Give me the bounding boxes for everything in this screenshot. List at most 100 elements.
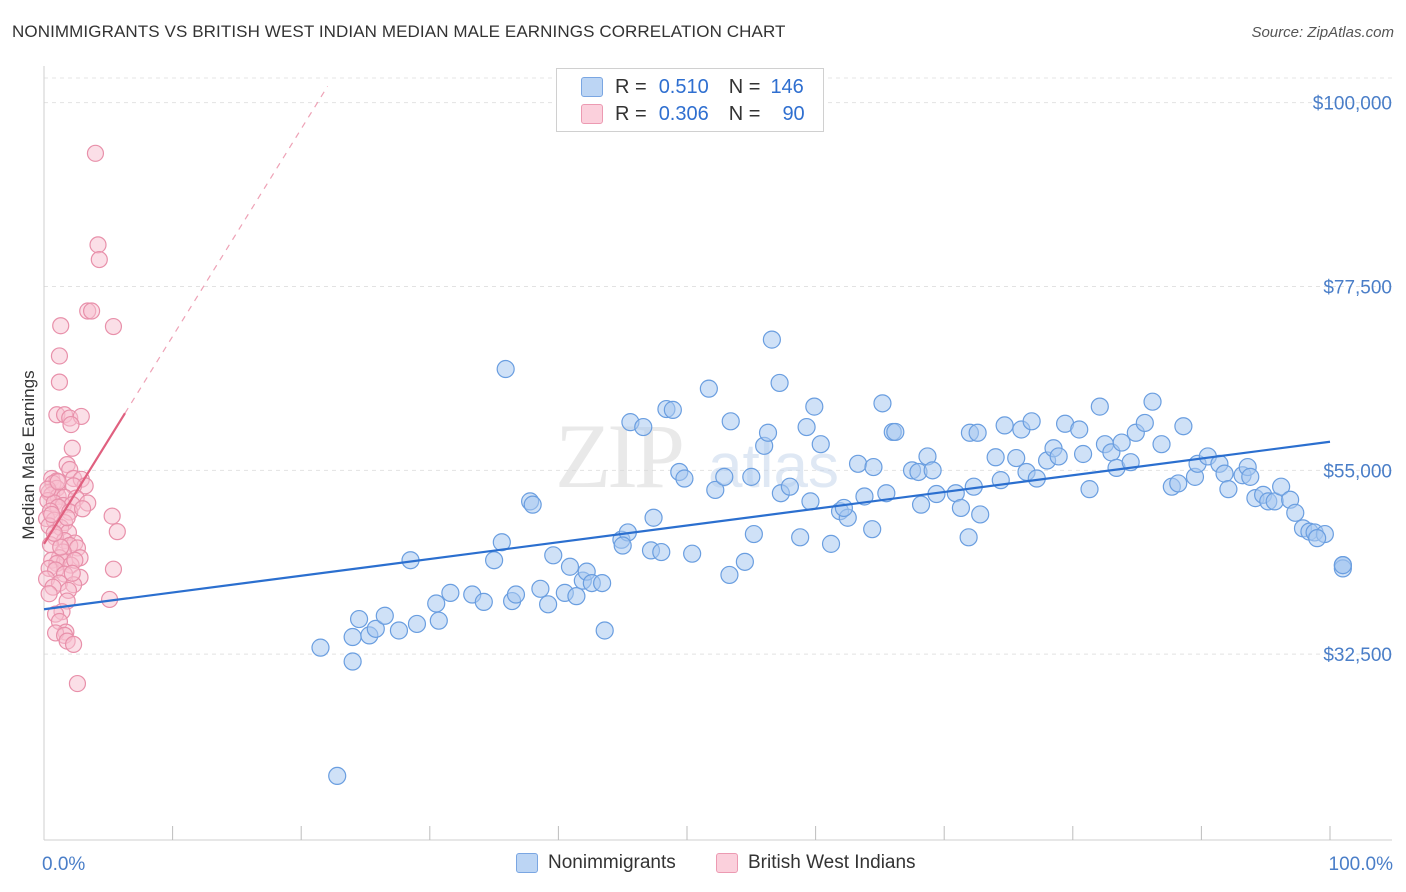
y-axis-label: Median Male Earnings <box>19 370 38 539</box>
point-nonimmigrants <box>1169 474 1188 493</box>
point-nonimmigrants <box>1049 447 1068 466</box>
legend-swatch-blue <box>581 77 603 97</box>
point-british-west-indians <box>43 505 61 524</box>
point-nonimmigrants <box>1143 392 1162 411</box>
point-british-west-indians <box>49 473 67 491</box>
point-nonimmigrants <box>634 417 653 437</box>
point-british-west-indians <box>62 415 80 434</box>
point-british-west-indians <box>103 507 121 525</box>
point-nonimmigrants <box>389 621 409 640</box>
point-nonimmigrants <box>720 565 739 585</box>
legend-row-british-west-indians: R = 0.306 N = 90 <box>581 102 805 126</box>
point-nonimmigrants <box>864 457 883 477</box>
point-nonimmigrants <box>593 573 612 593</box>
x-tick-label: 100.0% <box>1329 854 1394 875</box>
point-nonimmigrants <box>560 557 580 576</box>
legend-r-value: 0.510 <box>658 75 709 98</box>
point-nonimmigrants <box>1333 556 1352 575</box>
point-nonimmigrants <box>744 524 763 544</box>
point-british-west-indians <box>52 317 70 335</box>
y-tick-label: $77,500 <box>1323 278 1392 299</box>
point-nonimmigrants <box>923 461 942 480</box>
point-british-west-indians <box>58 509 76 527</box>
point-nonimmigrants <box>485 551 504 570</box>
point-nonimmigrants <box>959 528 978 547</box>
bottom-legend-swatch-pink <box>716 853 738 873</box>
point-nonimmigrants <box>971 505 990 524</box>
point-nonimmigrants <box>1215 464 1234 483</box>
point-nonimmigrants <box>531 579 550 598</box>
point-nonimmigrants <box>968 423 987 442</box>
point-nonimmigrants <box>834 498 853 518</box>
point-british-west-indians <box>64 635 83 653</box>
trend-lines <box>124 86 329 414</box>
point-nonimmigrants <box>343 652 362 671</box>
point-nonimmigrants <box>523 495 542 514</box>
point-nonimmigrants <box>706 480 725 500</box>
point-nonimmigrants <box>539 595 558 614</box>
chart-title: NONIMMIGRANTS VS BRITISH WEST INDIAN MED… <box>12 22 786 41</box>
point-nonimmigrants <box>1070 420 1089 439</box>
point-british-west-indians <box>82 302 101 320</box>
point-nonimmigrants <box>1174 417 1193 436</box>
trend-line-nonimmigrants <box>43 440 1331 611</box>
point-nonimmigrants <box>366 619 385 638</box>
point-nonimmigrants <box>951 498 971 518</box>
point-nonimmigrants <box>1286 503 1305 522</box>
y-tick-label: $100,000 <box>1313 94 1392 115</box>
point-nonimmigrants <box>474 592 493 611</box>
point-nonimmigrants <box>1022 412 1041 431</box>
point-nonimmigrants <box>675 469 694 488</box>
point-nonimmigrants <box>1272 477 1291 496</box>
trend-line-british-west-indians-extension <box>124 86 329 414</box>
series-nonimmigrants <box>311 330 1352 786</box>
point-nonimmigrants <box>877 484 896 503</box>
point-nonimmigrants <box>311 638 330 657</box>
trend-line-british-west-indians <box>43 412 126 545</box>
point-nonimmigrants <box>715 467 734 486</box>
legend-n-value: 90 <box>782 102 805 125</box>
point-nonimmigrants <box>801 492 820 511</box>
point-nonimmigrants <box>595 621 614 640</box>
point-nonimmigrants <box>821 534 841 553</box>
point-british-west-indians <box>90 250 108 269</box>
legend-n-label: N = <box>728 75 761 98</box>
point-nonimmigrants <box>544 546 563 565</box>
point-nonimmigrants <box>886 422 905 442</box>
point-nonimmigrants <box>995 416 1014 435</box>
point-nonimmigrants <box>1241 467 1260 486</box>
legend-n-value: 146 <box>770 75 804 98</box>
point-nonimmigrants <box>683 544 702 563</box>
point-british-west-indians <box>40 585 58 603</box>
point-nonimmigrants <box>1112 433 1131 452</box>
point-nonimmigrants <box>797 417 816 437</box>
point-nonimmigrants <box>1080 480 1099 499</box>
point-nonimmigrants <box>791 528 810 547</box>
point-nonimmigrants <box>349 609 369 629</box>
bottom-legend-label: British West Indians <box>748 852 916 873</box>
point-nonimmigrants <box>1219 480 1238 499</box>
point-nonimmigrants <box>1135 413 1154 433</box>
correlation-legend: R = 0.510 N = 146 R = 0.306 N = 90 <box>556 68 824 132</box>
point-british-west-indians <box>73 500 92 518</box>
point-nonimmigrants <box>429 611 448 630</box>
y-tick-label: $55,000 <box>1323 461 1392 482</box>
point-nonimmigrants <box>567 587 586 606</box>
point-nonimmigrants <box>762 330 781 349</box>
tick-labels: $32,500 $55,000 $77,500 $100,000 0.0% 100.0% <box>42 94 1393 875</box>
point-nonimmigrants <box>1308 529 1327 548</box>
bottom-legend-label: Nonimmigrants <box>548 852 676 873</box>
watermark: ZIP atlas <box>555 405 839 507</box>
point-nonimmigrants <box>644 508 663 527</box>
point-british-west-indians <box>52 538 70 556</box>
point-nonimmigrants <box>758 423 778 442</box>
bottom-legend-swatch-blue <box>516 853 538 873</box>
point-nonimmigrants <box>328 766 347 786</box>
point-nonimmigrants <box>848 454 868 473</box>
bottom-legend-nonimmigrants: Nonimmigrants <box>516 852 676 874</box>
point-nonimmigrants <box>805 397 824 416</box>
point-nonimmigrants <box>742 467 761 486</box>
point-nonimmigrants <box>735 552 754 571</box>
gridlines <box>44 77 1392 655</box>
